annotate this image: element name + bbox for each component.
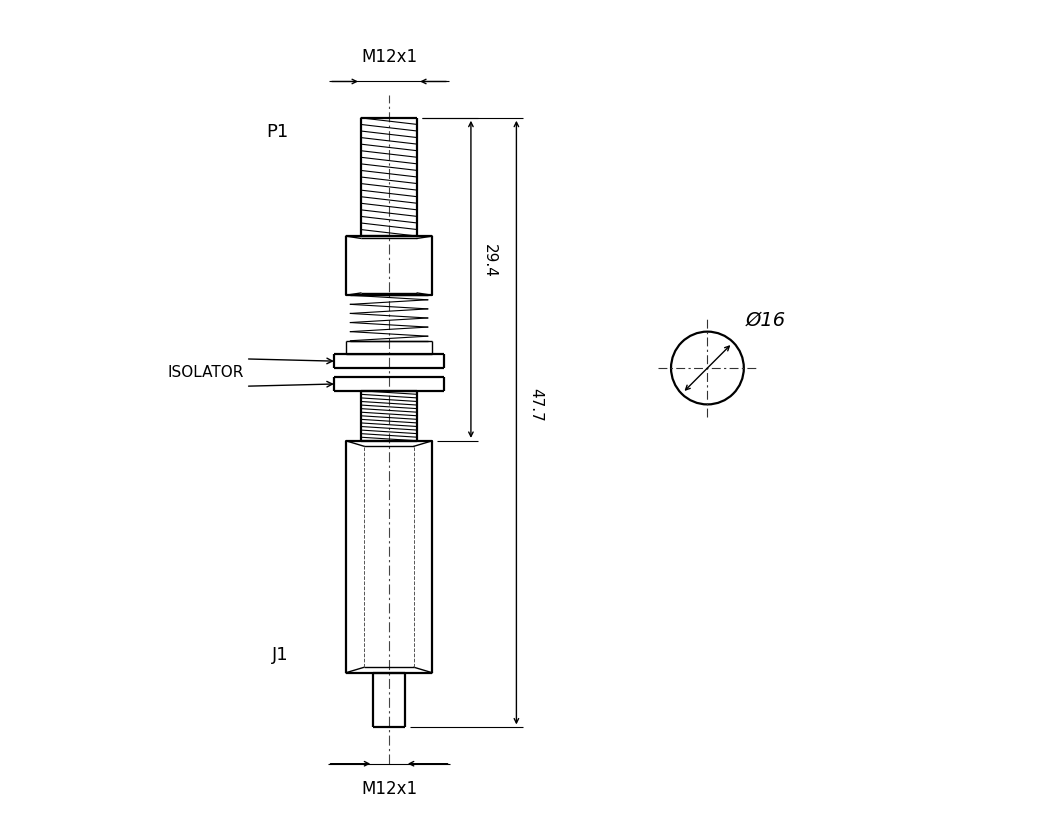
Text: 47.7: 47.7	[528, 388, 542, 421]
Text: P1: P1	[267, 122, 289, 141]
Text: ISOLATOR: ISOLATOR	[167, 365, 244, 380]
Text: J1: J1	[272, 646, 289, 663]
Text: M12x1: M12x1	[360, 48, 417, 65]
Text: 29.4: 29.4	[482, 244, 497, 278]
Text: Ø16: Ø16	[746, 310, 786, 329]
Text: M12x1: M12x1	[360, 780, 417, 797]
